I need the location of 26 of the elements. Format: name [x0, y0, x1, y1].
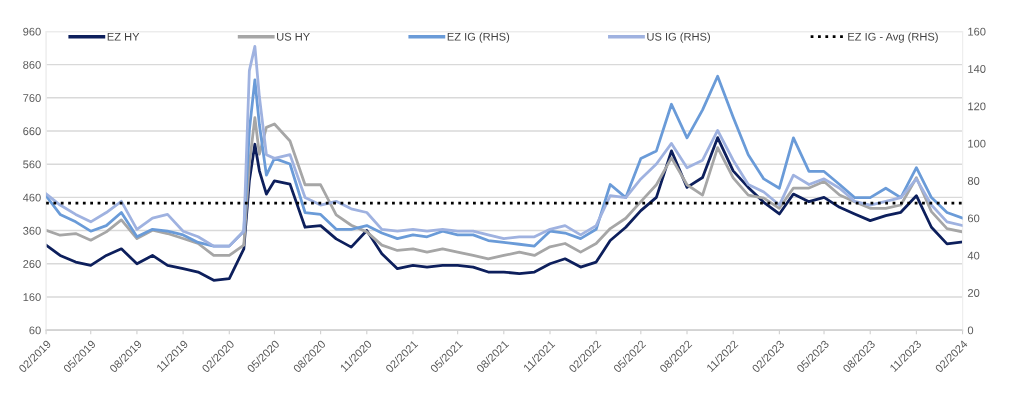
- y-tick-label: 660: [23, 127, 41, 136]
- legend-label: EZ IG (RHS): [447, 32, 510, 43]
- line-series: [46, 136, 963, 282]
- legend-label: EZ IG - Avg (RHS): [848, 32, 938, 43]
- y2-tick-label: 160: [968, 27, 986, 36]
- y-tick-label: 360: [23, 226, 41, 235]
- y2-tick-label: 40: [967, 251, 980, 260]
- y2-tick-label: 100: [968, 139, 986, 148]
- y2-tick-label: 120: [968, 102, 986, 111]
- y-tick-label: 860: [23, 60, 41, 69]
- y-tick-label: 260: [23, 260, 41, 268]
- y-tick-label: 760: [23, 94, 41, 102]
- y2-tick-label: 0: [967, 326, 974, 335]
- y2-tick-label: 20: [967, 289, 980, 297]
- y2-tick-label: 60: [967, 214, 980, 223]
- legend-label: US HY: [277, 32, 310, 41]
- legend-label: US IG (RHS): [647, 32, 710, 43]
- y-tick-label: 160: [23, 293, 41, 302]
- y-tick-label: 960: [23, 27, 41, 36]
- y-tick-label: 460: [22, 193, 41, 202]
- line-series: [46, 116, 963, 261]
- y-tick-label: 560: [23, 160, 41, 169]
- legend-label: EZ HY: [107, 32, 140, 41]
- y2-tick-label: 80: [967, 177, 980, 185]
- y2-tick-label: 140: [968, 65, 986, 73]
- y-tick-label: 60: [29, 326, 41, 335]
